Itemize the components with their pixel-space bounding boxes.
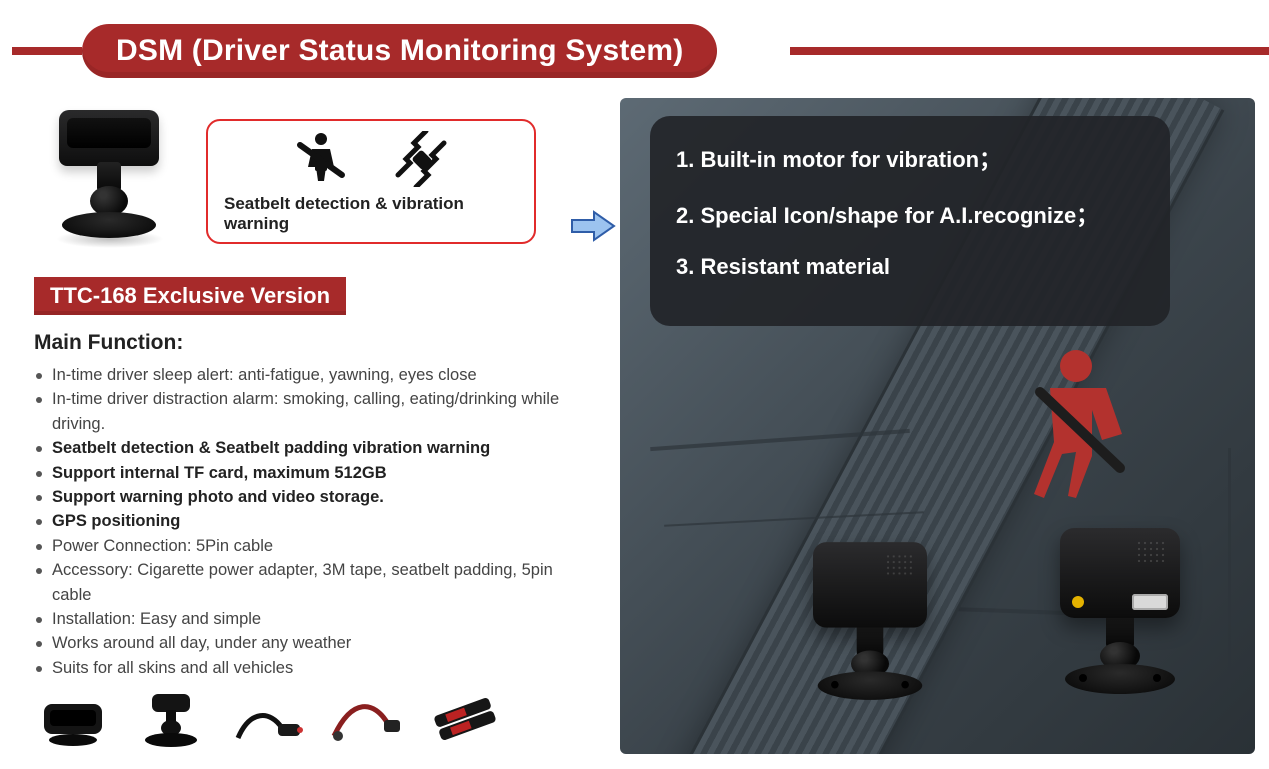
main-function-item: Works around all day, under any weather [34,631,594,655]
version-badge: TTC-168 Exclusive Version [34,277,346,315]
main-function-item: Installation: Easy and simple [34,607,594,631]
vibration-icon [392,131,450,192]
main-function-title: Main Function: [34,331,594,355]
camera-front-thumb [34,690,112,748]
left-column: Seatbelt detection & vibration warning T… [34,104,594,680]
main-function-item: In-time driver sleep alert: anti-fatigue… [34,363,594,387]
main-function-item: GPS positioning [34,509,594,533]
seatbelt-padding-thumb [426,690,504,748]
hero-row: Seatbelt detection & vibration warning [34,104,594,259]
product-photo-panel: 1. Built-in motor for vibration； 2. Spec… [620,98,1255,754]
dsm-camera-large [34,104,184,259]
ai-figure-icon [1010,348,1140,503]
main-function-item: Support warning photo and video storage. [34,485,594,509]
title-rule-left [12,47,82,55]
arrow-icon [570,206,616,251]
main-function-item: Seatbelt detection & Seatbelt padding vi… [34,436,594,460]
main-function-item: Suits for all skins and all vehicles [34,656,594,680]
feature-line-1: 1. Built-in motor for vibration； [676,142,1144,174]
main-function-item: Power Connection: 5Pin cable [34,534,594,558]
main-function-item: Accessory: Cigarette power adapter, 3M t… [34,558,594,607]
feature-callout: Seatbelt detection & vibration warning [206,119,536,244]
feature-line-3: 3. Resistant material [676,254,1144,280]
page: DSM (Driver Status Monitoring System) [0,0,1269,769]
accessory-thumbnails [34,690,504,748]
feature-line-2: 2. Special Icon/shape for A.I.recognize； [676,198,1144,230]
seatbelt-icon [292,131,350,192]
dsm-mini-device-front [813,542,927,700]
main-function-item: In-time driver distraction alarm: smokin… [34,387,594,436]
title-rule-right [790,47,1269,55]
camera-mount-thumb [132,690,210,748]
callout-label: Seatbelt detection & vibration warning [224,194,518,234]
5pin-cable-thumb [328,690,406,748]
cigarette-adapter-thumb [230,690,308,748]
callout-icons [292,131,450,192]
feature-box: 1. Built-in motor for vibration； 2. Spec… [650,116,1170,326]
page-title: DSM (Driver Status Monitoring System) [82,24,717,78]
dsm-mini-device-ports [1060,528,1180,694]
main-function-list: In-time driver sleep alert: anti-fatigue… [34,363,594,680]
title-row: DSM (Driver Status Monitoring System) [0,24,1269,78]
main-function-item: Support internal TF card, maximum 512GB [34,461,594,485]
